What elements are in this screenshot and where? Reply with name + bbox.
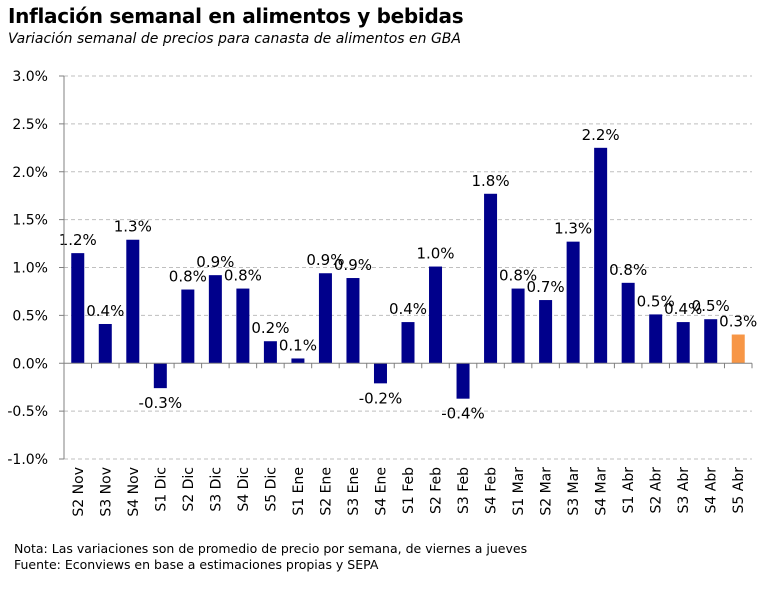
x-tick-label: S4 Dic [236,467,252,512]
bar-s2-mar [539,300,553,364]
data-label: 0.3% [719,313,757,331]
bar-s4-feb [484,193,498,364]
data-label: 1.8% [472,172,510,190]
bar-s4-ene [373,363,387,384]
chart-title: Inflación semanal en alimentos y bebidas [8,4,464,28]
x-tick-label: S5 Abr [731,467,747,514]
data-label: 1.0% [416,245,454,263]
y-tick-label: 3.0% [12,69,48,85]
x-tick-label: S5 Dic [263,467,279,512]
bar-s2-ene [318,273,332,364]
x-tick-label: S1 Mar [511,467,527,516]
bar-s4-nov [126,239,140,364]
data-label: 0.2% [251,319,289,337]
data-label: 0.7% [527,278,565,296]
data-label: 0.8% [224,267,262,285]
x-tick-label: S2 Mar [539,467,555,516]
data-label: 0.8% [169,268,207,286]
x-tick-label: S3 Abr [676,467,692,514]
x-tick-label: S3 Mar [566,467,582,516]
y-tick-label: 0.0% [12,356,48,372]
x-tick-label: S1 Feb [401,467,417,514]
x-tick-label: S4 Mar [594,467,610,516]
x-tick-label: S2 Feb [429,467,445,514]
bar-s3-abr [676,322,690,364]
y-tick-label: -0.5% [7,404,48,420]
bar-s5-abr [731,334,745,364]
y-axis-ticks: -1.0% -0.5% 0.0% 0.5% 1.0% 1.5% 2.0% 2.5% 3.0% [7,69,48,468]
y-tick-label: 0.5% [12,308,48,324]
bar-s2-feb [429,266,443,364]
data-label: 0.4% [389,300,427,318]
bars [71,147,745,399]
footnote-nota: Nota: Las variaciones son de promedio de… [14,541,528,556]
data-label: 0.4% [664,300,702,318]
bar-s3-dic [208,275,222,364]
x-tick-label: S2 Nov [71,467,87,517]
bar-s1-feb [401,322,415,364]
bar-s3-mar [566,241,580,364]
data-label: 1.2% [59,231,97,249]
axes [59,75,753,460]
x-tick-label: S3 Dic [208,467,224,512]
data-label: 0.8% [499,267,537,285]
data-label: 0.5% [692,297,730,315]
x-tick-label: S4 Abr [704,467,720,514]
y-tick-label: -1.0% [7,452,48,468]
y-tick-label: 1.5% [12,213,48,229]
bar-s2-dic [181,289,195,364]
x-tick-label: S1 Abr [621,467,637,514]
x-tick-label: S3 Nov [98,467,114,517]
bar-s4-abr [704,319,718,364]
data-label: 0.5% [637,292,675,310]
x-tick-label: S1 Ene [291,467,307,516]
data-labels: 1.2%0.4%1.3%-0.3%0.8%0.9%0.8%0.2%0.1%0.9… [59,126,758,423]
bar-s2-nov [71,253,85,364]
data-label: 0.9% [306,251,344,269]
x-tick-label: S4 Ene [373,467,389,516]
x-tick-label: S4 Feb [484,467,500,514]
data-label: 0.8% [609,261,647,279]
data-label: -0.2% [359,389,403,407]
data-label: 0.9% [196,253,234,271]
x-tick-label: S3 Feb [456,467,472,514]
x-tick-label: S2 Dic [181,467,197,512]
x-tick-label: S2 Abr [649,467,665,514]
y-tick-label: 1.0% [12,261,48,277]
bar-s3-nov [98,323,112,364]
x-axis-labels: S2 Nov S3 Nov S4 Nov S1 Dic S2 Dic S3 Dic S4 D… [71,467,747,517]
bar-s4-mar [594,147,608,364]
data-label: -0.3% [139,394,183,412]
data-label: 1.3% [554,220,592,238]
x-tick-label: S4 Nov [126,467,142,517]
footnote-fuente: Fuente: Econviews en base a estimaciones… [14,557,379,572]
bar-s1-mar [511,288,525,364]
bar-s4-dic [236,288,250,364]
data-label: 0.9% [334,256,372,274]
data-label: 0.4% [86,302,124,320]
x-tick-label: S3 Ene [346,467,362,516]
data-label: -0.4% [441,405,485,423]
bar-s5-dic [263,341,277,364]
data-label: 0.1% [279,336,317,354]
data-label: 1.3% [114,218,152,236]
bar-s1-dic [153,363,167,389]
data-label: 2.2% [582,126,620,144]
chart-subtitle: Variación semanal de precios para canast… [8,31,461,47]
bar-s3-ene [346,278,360,364]
y-tick-label: 2.0% [12,165,48,181]
bar-s2-abr [649,314,663,364]
bar-s3-feb [456,363,470,399]
y-tick-label: 2.5% [12,117,48,133]
bar-s1-abr [621,282,635,364]
gridlines [64,75,752,460]
x-tick-label: S1 Dic [153,467,169,512]
x-tick-label: S2 Ene [318,467,334,516]
bar-s1-ene [291,358,305,364]
